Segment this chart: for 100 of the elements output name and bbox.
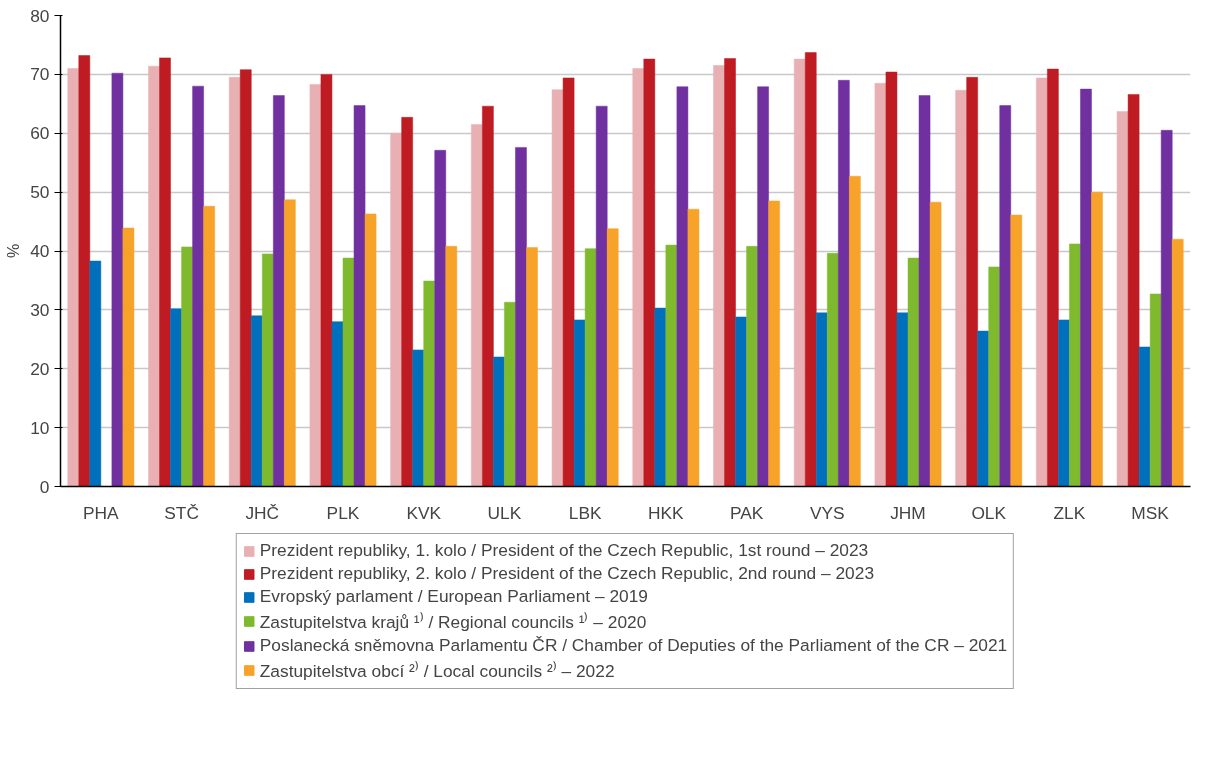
- y-tick-label: 50: [30, 182, 50, 203]
- bar: [1047, 68, 1059, 487]
- bar: [309, 84, 322, 487]
- bar: [1160, 130, 1173, 487]
- bar: [364, 213, 377, 487]
- bar: [827, 253, 839, 487]
- bar: [977, 330, 989, 487]
- bar: [203, 206, 215, 487]
- bar: [89, 260, 102, 487]
- x-tick-label: PHA: [83, 502, 120, 523]
- x-tick-label: VYS: [809, 502, 845, 523]
- bar: [493, 356, 505, 487]
- bar: [78, 55, 91, 487]
- bar: [1127, 94, 1140, 487]
- bar: [273, 95, 285, 487]
- x-tick-label: KVK: [406, 502, 442, 523]
- bar: [67, 68, 80, 487]
- x-tick-label: ZLK: [1053, 502, 1086, 523]
- x-tick-label: ULK: [487, 502, 522, 523]
- x-tick-label: PLK: [326, 502, 360, 523]
- bar: [284, 199, 296, 487]
- bar: [654, 307, 667, 487]
- x-tick-label: JHM: [890, 502, 926, 523]
- bar: [929, 201, 942, 487]
- bar: [445, 246, 458, 487]
- bar: [757, 86, 769, 487]
- x-tick-label: JHČ: [245, 502, 280, 523]
- bar: [1036, 77, 1048, 487]
- bar: [192, 85, 204, 487]
- bar: [874, 82, 887, 487]
- bar: [320, 74, 333, 487]
- bar: [584, 248, 597, 487]
- bar: [676, 86, 689, 487]
- legend-label: Zastupitelstva obcí ²⁾ / Local councils ²⁾ – 2022: [259, 660, 615, 682]
- bar: [838, 80, 850, 487]
- bar: [907, 257, 920, 487]
- bar: [816, 312, 828, 487]
- bar: [181, 246, 193, 487]
- y-tick-label: 0: [39, 476, 50, 497]
- bar: [988, 266, 1000, 487]
- bar: [1149, 293, 1162, 487]
- legend-label: Poslanecká sněmovna Parlamentu ČR / Chamber of Deputies of the Parliament of the CR – 2021: [259, 635, 1008, 656]
- legend-label: Prezident republiky, 2. kolo / President of the Czech Republic, 2nd round – 2023: [259, 563, 875, 584]
- bar: [111, 72, 124, 487]
- bar: [918, 95, 931, 487]
- bar: [1080, 88, 1092, 487]
- bar: [724, 58, 736, 487]
- bar: [966, 77, 978, 487]
- x-tick-label: OLK: [971, 502, 1007, 523]
- bar: [331, 321, 344, 487]
- bar: [595, 105, 608, 487]
- bar: [170, 308, 182, 487]
- bar: [804, 52, 817, 487]
- x-tick-label: PAK: [729, 502, 764, 523]
- bar: [504, 301, 516, 487]
- x-tick-label: MSK: [1131, 502, 1170, 523]
- bar: [955, 90, 967, 487]
- bar: [665, 244, 678, 487]
- bar: [342, 257, 355, 487]
- legend-label: Zastupitelstva krajů ¹⁾ / Regional councils ¹⁾ – 2020: [259, 611, 647, 633]
- bar: [239, 69, 252, 487]
- y-tick-label: 30: [30, 299, 50, 320]
- bar: [1138, 346, 1151, 487]
- bar: [251, 315, 263, 487]
- bar: [434, 150, 447, 487]
- bar: [1171, 238, 1184, 487]
- bar: [793, 58, 806, 487]
- y-tick-label: 60: [30, 123, 50, 144]
- bar: [401, 117, 413, 487]
- bar: [643, 58, 656, 487]
- x-tick-label: HKK: [648, 502, 685, 523]
- legend-label: Evropský parlament / European Parliament – 2019: [259, 586, 648, 607]
- bar: [632, 68, 645, 487]
- bar: [606, 228, 619, 487]
- bar: [148, 65, 160, 487]
- bar: [1069, 243, 1081, 487]
- bar: [735, 316, 747, 487]
- bar: [482, 105, 494, 487]
- bar: [746, 246, 758, 487]
- y-tick-label: 70: [30, 64, 50, 85]
- bar: [1091, 191, 1103, 487]
- legend-label: Prezident republiky, 1. kolo / President of the Czech Republic, 1st round – 2023: [259, 540, 869, 561]
- bar: [122, 227, 135, 487]
- bar: [390, 133, 402, 487]
- bar: [526, 247, 538, 487]
- bar: [1010, 214, 1023, 487]
- y-tick-label: 20: [30, 358, 50, 379]
- bar: [573, 319, 586, 487]
- bar: [228, 77, 241, 487]
- bar: [849, 175, 861, 487]
- bar: [515, 147, 527, 487]
- bar: [896, 312, 909, 487]
- bar: [159, 57, 171, 487]
- bar: [885, 71, 898, 487]
- bar: [412, 349, 424, 487]
- bar: [471, 124, 483, 487]
- y-tick-label: 80: [30, 5, 50, 26]
- x-tick-label: STČ: [164, 502, 199, 523]
- bar: [353, 105, 366, 487]
- bar: [562, 77, 575, 487]
